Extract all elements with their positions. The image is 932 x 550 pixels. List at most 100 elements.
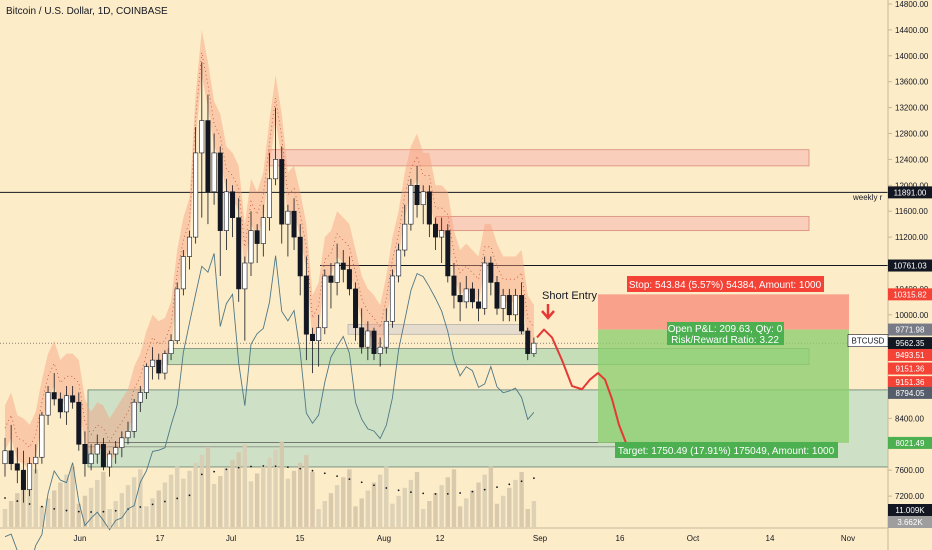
candle-body[interactable] (51, 392, 57, 400)
candle-body[interactable] (500, 295, 506, 309)
candle-body[interactable] (389, 275, 395, 322)
candle-body[interactable] (396, 249, 402, 277)
candle-body[interactable] (322, 275, 328, 329)
candle-body[interactable] (426, 191, 432, 225)
candle-body[interactable] (420, 191, 426, 206)
candle-body[interactable] (162, 353, 168, 374)
candle-body[interactable] (39, 414, 45, 458)
candle-body[interactable] (414, 185, 420, 206)
candle-body[interactable] (469, 288, 475, 303)
candle-body[interactable] (57, 398, 63, 413)
candle-body[interactable] (266, 178, 272, 218)
time-axis[interactable]: Jun 17 Jul 15 Aug 12 Sep 16 Oct 14 Nov (74, 534, 856, 543)
candle-body[interactable] (328, 275, 334, 283)
candle-body[interactable] (482, 262, 488, 309)
candle-body[interactable] (82, 443, 88, 465)
candle-body[interactable] (211, 152, 217, 193)
candle-body[interactable] (309, 333, 315, 342)
candle-body[interactable] (512, 295, 518, 316)
candle-body[interactable] (531, 342, 537, 354)
candle-body[interactable] (107, 453, 113, 468)
candle-body[interactable] (45, 392, 51, 416)
candle-body[interactable] (297, 236, 303, 277)
candle-body[interactable] (27, 463, 33, 490)
pnl-label-bg (667, 322, 784, 345)
candle-body[interactable] (180, 256, 186, 290)
candle-body[interactable] (273, 159, 279, 180)
candle-body[interactable] (8, 450, 14, 465)
candle-body[interactable] (457, 295, 463, 303)
candles-layer[interactable] (2, 62, 537, 503)
candle-body[interactable] (334, 262, 340, 283)
volume-bar (76, 503, 81, 527)
trade-layer[interactable] (598, 294, 849, 443)
candle-body[interactable] (303, 275, 309, 335)
price-tick-label: 8400.00 (895, 414, 924, 423)
candle-body[interactable] (463, 288, 469, 303)
candle-body[interactable] (359, 327, 365, 348)
candle-body[interactable] (476, 301, 482, 309)
candle-body[interactable] (193, 152, 199, 238)
candle-body[interactable] (383, 320, 389, 348)
candle-body[interactable] (113, 447, 119, 455)
candle-body[interactable] (119, 437, 125, 448)
candle-body[interactable] (236, 217, 242, 290)
candle-body[interactable] (346, 269, 352, 290)
candle-body[interactable] (33, 456, 39, 465)
candle-body[interactable] (488, 262, 494, 283)
candle-body[interactable] (439, 230, 445, 238)
candle-body[interactable] (408, 185, 414, 225)
candle-body[interactable] (291, 210, 297, 238)
price-tick-label: 7200.00 (895, 492, 924, 501)
candle-body[interactable] (371, 330, 377, 354)
candle-body[interactable] (365, 330, 371, 348)
candle-body[interactable] (432, 223, 438, 238)
candle-body[interactable] (88, 453, 94, 465)
candle-body[interactable] (205, 120, 211, 193)
volume-bar (328, 493, 334, 527)
candle-body[interactable] (187, 236, 193, 257)
candle-body[interactable] (340, 262, 346, 270)
candle-body[interactable] (248, 230, 254, 264)
candle-body[interactable] (125, 431, 131, 439)
candle-body[interactable] (525, 330, 531, 354)
down-arrow-icon (541, 304, 555, 320)
candle-body[interactable] (445, 230, 451, 277)
candle-body[interactable] (353, 288, 359, 329)
candle-body[interactable] (199, 120, 205, 154)
candle-body[interactable] (377, 346, 383, 354)
candle-body[interactable] (506, 295, 512, 316)
candle-body[interactable] (76, 401, 82, 445)
candle-body[interactable] (230, 191, 236, 218)
candle-body[interactable] (137, 392, 143, 403)
candle-body[interactable] (242, 262, 248, 290)
candle-body[interactable] (494, 282, 500, 309)
candle-body[interactable] (143, 366, 149, 393)
candle-body[interactable] (131, 401, 137, 432)
candle-body[interactable] (14, 463, 20, 471)
candle-body[interactable] (20, 469, 26, 490)
candle-body[interactable] (156, 359, 162, 374)
candle-body[interactable] (64, 395, 70, 413)
candle-body[interactable] (2, 450, 8, 465)
volume-ma-dot (164, 500, 166, 503)
candle-body[interactable] (100, 443, 106, 468)
candle-body[interactable] (451, 275, 457, 296)
candle-body[interactable] (279, 159, 285, 225)
candle-body[interactable] (402, 223, 408, 251)
volume-ma-dot (496, 486, 498, 489)
candle-body[interactable] (254, 230, 260, 244)
target-zone[interactable] (598, 329, 849, 443)
candle-body[interactable] (260, 217, 266, 244)
candle-body[interactable] (94, 443, 100, 455)
candle-body[interactable] (217, 152, 223, 231)
candle-body[interactable] (223, 191, 229, 231)
candle-body[interactable] (174, 288, 180, 341)
candle-body[interactable] (285, 210, 291, 225)
candle-body[interactable] (150, 359, 156, 367)
candle-body[interactable] (70, 395, 76, 403)
candle-body[interactable] (168, 340, 174, 354)
candle-body[interactable] (316, 327, 322, 341)
candle-body[interactable] (519, 295, 525, 332)
